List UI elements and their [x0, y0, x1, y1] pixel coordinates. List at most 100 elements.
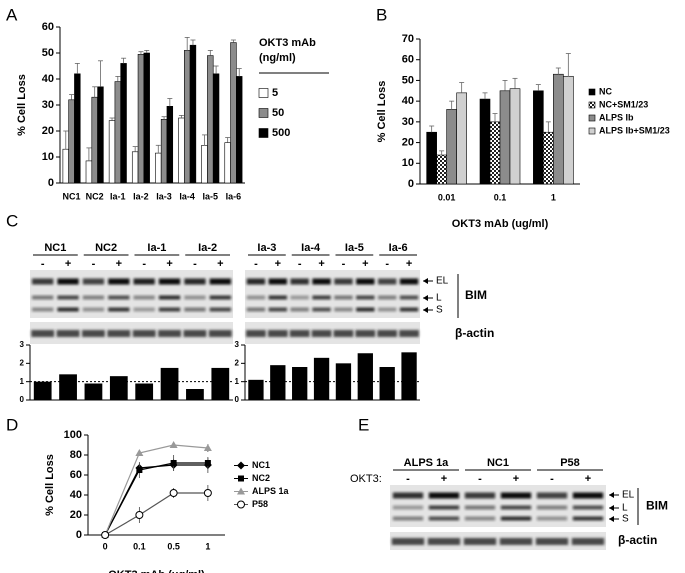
- treatment-label: +: [275, 258, 281, 270]
- y-tick-label: 20: [42, 125, 54, 137]
- y-tick-label: 30: [42, 99, 54, 111]
- blot-band: [399, 307, 419, 312]
- bar: [563, 75, 574, 185]
- legend-swatch: [588, 88, 596, 96]
- bar: [68, 99, 75, 184]
- treatment-label: +: [318, 258, 324, 270]
- blot-band: [108, 307, 130, 312]
- blot-band: [184, 307, 206, 312]
- actin-band: [399, 330, 419, 337]
- blot-band: [268, 295, 287, 300]
- y-axis-label: % Cell Loss: [16, 74, 28, 136]
- y-tick-label: 0: [235, 395, 240, 404]
- legend-label: NC+SM1/23: [599, 99, 648, 109]
- actin-band: [391, 538, 425, 545]
- treatment-label: +: [65, 258, 71, 270]
- bar: [426, 131, 437, 185]
- arrow-head: [609, 505, 614, 511]
- bar: [108, 120, 116, 184]
- actin-band: [427, 538, 461, 545]
- actin-band: [463, 538, 497, 545]
- actin-band: [267, 330, 288, 337]
- marker: [169, 489, 178, 497]
- blot-band: [500, 492, 532, 499]
- lane-group-label: P58: [560, 457, 580, 469]
- blot-band: [209, 295, 231, 300]
- x-axis-label: OKT3 mAb (ug/ml): [108, 569, 205, 573]
- treatment-label: -: [142, 258, 146, 270]
- blot-band: [32, 307, 54, 312]
- blot-band: [428, 492, 460, 499]
- blot-band: [57, 278, 79, 285]
- panel-label: A: [6, 5, 18, 24]
- blot-band: [356, 307, 375, 312]
- bar: [114, 81, 122, 184]
- y-tick-label: 70: [402, 33, 414, 45]
- bar: [85, 160, 93, 184]
- treatment-label: +: [362, 258, 368, 270]
- x-tick-label: NC2: [86, 191, 104, 201]
- legend-label: 50: [272, 107, 284, 119]
- blot-band: [378, 295, 397, 300]
- bar: [509, 88, 521, 185]
- bar: [292, 367, 308, 400]
- blot-band: [428, 505, 460, 510]
- panel-label: B: [376, 5, 387, 24]
- legend-swatch: [258, 108, 269, 118]
- blot-band: [82, 278, 105, 285]
- line: [104, 462, 208, 536]
- line: [104, 464, 208, 536]
- bar: [33, 381, 52, 400]
- treatment-label: -: [385, 258, 389, 270]
- bar: [155, 152, 162, 184]
- bar: [201, 145, 208, 184]
- marker: [237, 500, 245, 509]
- treatment-label: +: [217, 258, 223, 270]
- actin-band: [56, 330, 80, 337]
- blot-band: [290, 307, 309, 312]
- actin-band: [311, 330, 332, 337]
- actin-band: [158, 330, 181, 337]
- y-tick-label: 50: [402, 74, 414, 86]
- blot-band: [378, 307, 397, 312]
- x-tick-label: Ia-1: [110, 191, 126, 201]
- bar: [189, 44, 197, 184]
- y-tick-label: 10: [42, 151, 54, 163]
- bar: [143, 52, 150, 184]
- blot-band: [399, 278, 419, 285]
- bar: [84, 383, 103, 400]
- marker: [238, 475, 244, 482]
- treatment-label: -: [298, 258, 302, 270]
- blot-band: [572, 516, 604, 521]
- lane-group-label: Ia-1: [147, 242, 166, 254]
- bar: [224, 142, 231, 184]
- protein-label: BIM: [646, 499, 668, 513]
- actin-band: [107, 330, 131, 337]
- legend-label: ALPS Ib+SM1/23: [599, 125, 670, 135]
- blot-band: [108, 278, 130, 285]
- bar: [313, 357, 330, 400]
- x-tick-label: Ia-3: [156, 191, 172, 201]
- x-tick-label: Ia-2: [133, 191, 149, 201]
- legend-swatch: [258, 88, 269, 98]
- treatment-label: -: [41, 258, 45, 270]
- lane-group-label: Ia-4: [301, 242, 321, 254]
- y-tick-label: 60: [402, 54, 414, 66]
- marker: [135, 449, 144, 456]
- x-tick-label: Ia-4: [179, 191, 195, 201]
- protein-label: BIM: [465, 288, 487, 302]
- actin-band: [31, 330, 55, 337]
- blot-band: [356, 295, 375, 300]
- blot-band: [536, 492, 568, 499]
- blot-band: [133, 307, 155, 312]
- marker: [203, 444, 212, 451]
- bar: [211, 367, 230, 400]
- x-tick-label: 0.1: [494, 192, 507, 202]
- actin-band: [333, 330, 354, 337]
- marker: [136, 467, 143, 473]
- bar: [479, 98, 491, 185]
- bar: [335, 363, 352, 400]
- blot-band: [464, 492, 496, 499]
- marker: [135, 511, 144, 519]
